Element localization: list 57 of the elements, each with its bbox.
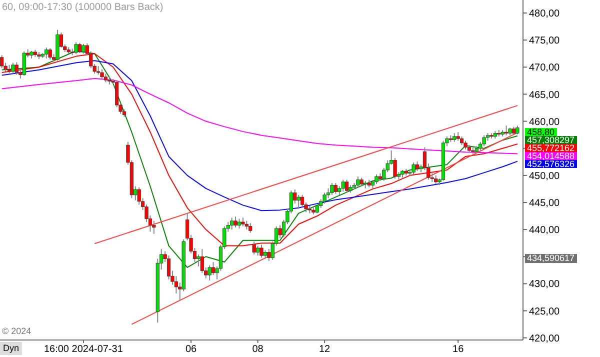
candlestick bbox=[256, 245, 260, 256]
candlestick bbox=[78, 42, 82, 54]
text: Dyn bbox=[0, 342, 22, 355]
candlestick bbox=[415, 160, 420, 172]
text: 457,308297 bbox=[525, 134, 577, 145]
x-tick-label: 16:00 2024-07-31 bbox=[44, 344, 124, 356]
candlestick bbox=[211, 262, 216, 276]
y-tick-label: 430,00 bbox=[529, 279, 560, 290]
candlestick bbox=[322, 192, 326, 204]
candlestick bbox=[237, 218, 242, 229]
y-tick-label: 465,00 bbox=[529, 90, 560, 101]
chart-title: 60, 09:00-17:30 (100000 Bars Back) bbox=[2, 2, 164, 13]
candlestick bbox=[356, 176, 360, 188]
candlestick bbox=[208, 264, 212, 281]
y-tick-label: 470,00 bbox=[529, 62, 560, 74]
y-tick-label: 480,00 bbox=[529, 8, 560, 20]
candlestick bbox=[74, 42, 78, 55]
x-tick-label: 06 bbox=[185, 344, 198, 356]
annotation: © 2024 bbox=[2, 326, 32, 336]
candlestick bbox=[100, 68, 104, 80]
text: 452,576326 bbox=[525, 158, 577, 169]
candlestick bbox=[374, 174, 378, 185]
text: 434,590617 bbox=[525, 253, 577, 263]
line-series bbox=[1, 78, 518, 154]
text: 454,014588 bbox=[525, 150, 577, 161]
candlestick bbox=[48, 48, 52, 60]
candlestick bbox=[296, 194, 300, 208]
candlestick bbox=[14, 62, 18, 76]
y-tick-label: 450,00 bbox=[529, 170, 560, 182]
candlestick bbox=[504, 125, 508, 136]
candlestick bbox=[341, 179, 345, 192]
y-tick-label: 475,00 bbox=[529, 36, 560, 47]
candlestick bbox=[11, 62, 15, 74]
text: 458,80 bbox=[525, 126, 557, 137]
candlestick bbox=[196, 254, 200, 267]
candlestick bbox=[230, 217, 234, 230]
line-series bbox=[1, 60, 518, 212]
candlestick bbox=[22, 50, 26, 76]
candlestick bbox=[0, 54, 4, 69]
x-tick-label: 12 bbox=[318, 344, 331, 356]
y-tick-label: 440,00 bbox=[529, 225, 560, 236]
y-tick-label: 445,00 bbox=[529, 198, 560, 210]
y-tick-label: 460,00 bbox=[529, 116, 560, 128]
candlestick bbox=[330, 182, 334, 196]
candlestick bbox=[412, 162, 416, 175]
candlestick bbox=[82, 43, 86, 54]
candlestick bbox=[334, 182, 338, 194]
candlestick bbox=[248, 222, 252, 234]
candlestick bbox=[482, 134, 486, 147]
y-tick-label: 420,00 bbox=[529, 333, 560, 344]
text: 455,772162 bbox=[525, 142, 577, 153]
candlestick bbox=[345, 179, 349, 194]
y-tick-label: 425,00 bbox=[529, 306, 560, 318]
candlestick bbox=[234, 216, 238, 228]
x-tick-label: 16 bbox=[452, 344, 464, 356]
candlestick bbox=[44, 47, 48, 59]
x-tick-label: 08 bbox=[252, 344, 264, 356]
